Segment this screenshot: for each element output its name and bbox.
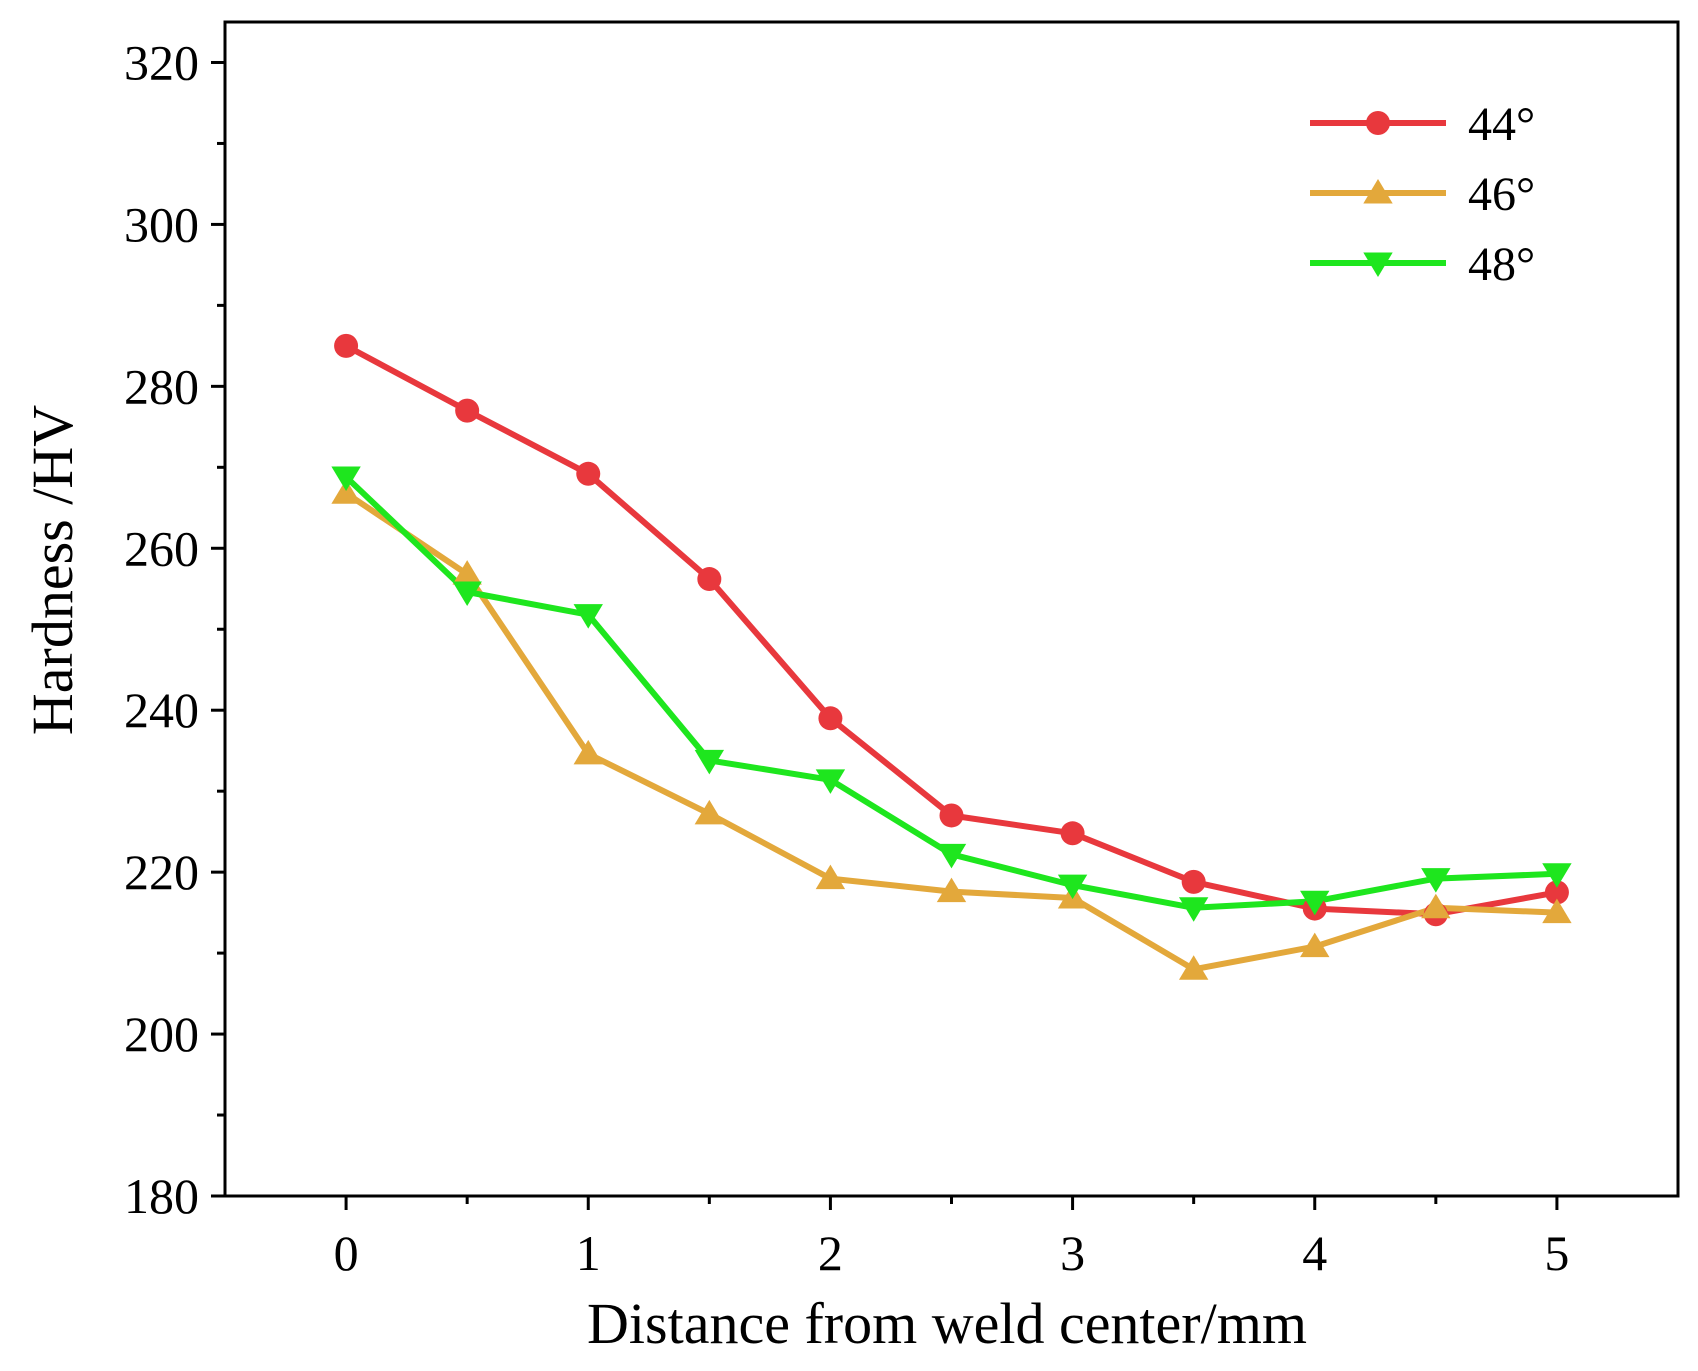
x-tick-label: 0 (334, 1225, 359, 1281)
y-tick-label: 320 (124, 34, 199, 90)
y-tick-label: 240 (124, 682, 199, 738)
legend: 44° 46° 48° (1310, 98, 1535, 291)
data-point-series-1 (1181, 869, 1206, 894)
y-tick-label: 220 (124, 844, 199, 900)
data-point-series-3 (1421, 868, 1451, 893)
y-tick-label: 300 (124, 196, 199, 252)
data-point-series-1 (697, 567, 722, 592)
data-point-series-2 (815, 864, 846, 890)
data-point-series-2 (573, 739, 603, 765)
data-point-series-2 (1542, 898, 1572, 924)
data-point-series-2 (331, 479, 361, 504)
data-point-series-1 (455, 398, 480, 423)
legend-label: 44° (1468, 98, 1535, 151)
axes-layer: 0 1 2 3 4 5 180 200 220 240 260 280 300 320 (124, 20, 1680, 1281)
x-tick-label: 2 (818, 1225, 843, 1281)
legend-marker (1363, 179, 1393, 204)
data-point-series-3 (331, 466, 361, 492)
y-tick-label: 280 (124, 358, 199, 414)
y-tick-label: 180 (124, 1168, 199, 1224)
data-point-series-1 (334, 333, 359, 358)
data-point-series-3 (694, 749, 725, 775)
x-tick-label: 3 (1060, 1225, 1085, 1281)
series-layer (331, 333, 1572, 980)
data-point-series-3 (1542, 863, 1572, 888)
x-axis-title: Distance from weld center/mm (587, 1291, 1307, 1356)
data-point-series-2 (1421, 893, 1451, 919)
data-point-series-3 (452, 581, 482, 606)
data-point-series-1 (576, 461, 601, 486)
data-point-series-3 (936, 843, 967, 869)
data-point-series-3 (815, 769, 846, 794)
x-tick-label: 5 (1544, 1225, 1569, 1281)
legend-marker (1363, 252, 1393, 277)
data-point-series-1 (1544, 880, 1569, 905)
data-point-series-3 (1300, 890, 1330, 916)
data-point-series-2 (936, 877, 967, 903)
y-tick-label: 260 (124, 520, 199, 576)
data-point-series-1 (1060, 821, 1085, 846)
data-point-series-2 (1178, 955, 1209, 980)
data-point-series-1 (818, 706, 843, 731)
data-point-series-3 (1178, 897, 1209, 922)
data-point-series-3 (573, 604, 603, 629)
legend-label: 46° (1468, 168, 1535, 221)
data-point-series-2 (1300, 932, 1330, 958)
data-point-series-3 (1057, 874, 1088, 900)
legend-label: 48° (1468, 238, 1535, 291)
data-point-series-2 (694, 799, 725, 825)
x-tick-label: 4 (1302, 1225, 1327, 1281)
data-point-series-2 (452, 560, 482, 585)
data-point-series-1 (939, 803, 964, 828)
y-axis-title: Hardness /HV (20, 405, 85, 735)
legend-marker (1366, 111, 1390, 135)
x-tick-label: 1 (576, 1225, 601, 1281)
y-tick-label: 200 (124, 1006, 199, 1062)
